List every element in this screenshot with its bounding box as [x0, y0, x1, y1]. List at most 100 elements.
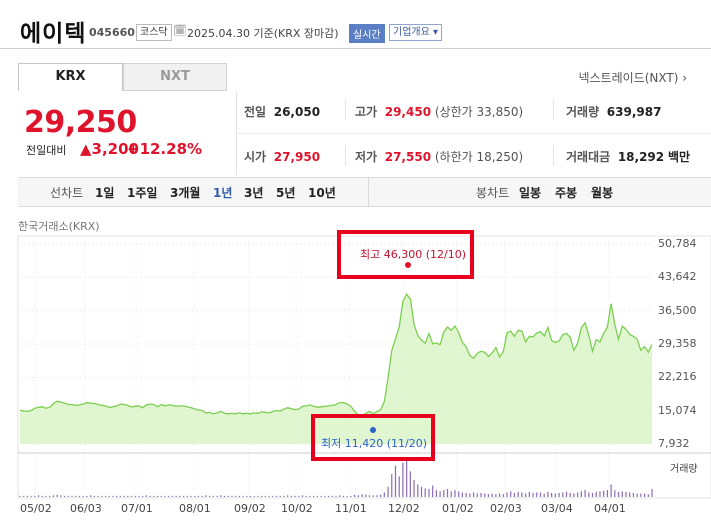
volume-bar — [346, 495, 348, 497]
volume-bar — [647, 494, 649, 497]
candle-daily[interactable]: 일봉 — [519, 186, 542, 200]
volume-bar — [465, 493, 467, 497]
volume-bar — [487, 494, 490, 497]
volume-bar — [539, 492, 542, 497]
volume-bar — [565, 491, 568, 497]
period-3y[interactable]: 3년 — [244, 186, 264, 200]
volume-bar — [82, 495, 84, 497]
up-arrow-icon: ▲ — [80, 140, 92, 158]
volume-bar — [264, 495, 266, 497]
volume-bar — [52, 495, 55, 497]
volume-bar — [528, 491, 530, 497]
volume-bar — [331, 495, 333, 497]
volume-bar — [376, 495, 378, 497]
volume-bar — [60, 495, 62, 497]
change-percent: +12.28% — [127, 140, 203, 158]
volume-bar — [498, 493, 501, 497]
volume-bar — [491, 493, 493, 497]
volume-bar — [361, 494, 363, 497]
live-badge[interactable]: 실시간 — [349, 24, 385, 43]
volume-bar — [357, 495, 359, 497]
volume-bar — [93, 495, 95, 497]
period-10y[interactable]: 10년 — [308, 186, 336, 200]
volume-bar — [484, 493, 486, 497]
volume-bar — [632, 493, 635, 497]
volume-bar — [261, 495, 263, 497]
volume-bar — [186, 495, 188, 497]
stat-low: 저가 27,550 (하한가 18,250) — [355, 148, 523, 165]
volume-bar — [56, 494, 58, 497]
volume-bar — [368, 495, 371, 497]
volume-bar — [227, 495, 229, 497]
candle-monthly[interactable]: 월봉 — [591, 186, 614, 200]
x-tick-label: 05/02 — [20, 502, 52, 515]
volume-bar — [104, 495, 107, 497]
volume-bar — [513, 493, 516, 497]
volume-bar — [558, 493, 560, 497]
volume-bar — [521, 492, 523, 497]
volume-bar — [417, 484, 419, 497]
volume-bar — [599, 491, 601, 497]
volume-bar — [101, 495, 103, 497]
volume-bar — [621, 491, 623, 497]
volume-bar — [406, 457, 408, 497]
volume-bar — [577, 492, 579, 497]
period-1d[interactable]: 1일 — [95, 186, 115, 200]
volume-bar — [235, 495, 237, 497]
volume-bar — [26, 495, 29, 497]
max-annotation-box — [337, 230, 474, 279]
company-name: 에이텍 — [20, 21, 87, 47]
candle-chart-label: 봉차트 — [476, 186, 510, 200]
company-info-button[interactable]: 기업개요 ▾ — [389, 24, 442, 41]
volume-bar — [179, 495, 181, 497]
volume-bar — [23, 495, 25, 497]
volume-bar — [391, 474, 393, 497]
volume-bar — [372, 495, 374, 497]
volume-bar — [428, 489, 430, 497]
volume-bar — [175, 495, 177, 497]
stat-value: 29,450 — [384, 105, 432, 119]
stat-value: 18,292 — [617, 150, 665, 164]
current-price: 29,250 — [24, 105, 137, 140]
period-1y[interactable]: 1년 — [213, 186, 233, 200]
tab-nxt[interactable]: NXT — [123, 63, 227, 91]
candle-weekly[interactable]: 주봉 — [555, 186, 578, 200]
stat-label: 저가 — [355, 150, 378, 164]
stat-unit: 백만 — [667, 150, 691, 164]
volume-bar — [573, 493, 575, 497]
min-price-label: 최저 11,420 (11/20) — [321, 437, 428, 450]
volume-bar — [272, 495, 274, 497]
volume-bar — [525, 493, 527, 497]
period-bar — [18, 177, 711, 207]
volume-bar — [551, 493, 553, 497]
volume-bar — [629, 492, 631, 497]
volume-bar — [78, 495, 81, 497]
volume-bar — [651, 489, 653, 497]
period-5y[interactable]: 5년 — [276, 186, 296, 200]
volume-bar — [164, 495, 166, 497]
volume-bar — [287, 495, 289, 497]
x-tick-label: 11/01 — [335, 502, 367, 515]
chart-frame — [17, 235, 711, 499]
period-1w[interactable]: 1주일 — [127, 186, 158, 200]
tab-krx[interactable]: KRX — [18, 63, 123, 91]
volume-bar — [290, 495, 292, 497]
x-tick-label: 01/02 — [442, 502, 474, 515]
volume-bar — [201, 495, 203, 497]
volume-bar — [383, 492, 385, 497]
stats-divider — [553, 145, 554, 165]
volume-bar — [443, 490, 445, 497]
stats-divider — [345, 100, 346, 120]
volume-bar — [580, 491, 582, 497]
volume-bar — [432, 485, 434, 497]
nextrade-link[interactable]: 넥스트레이드(NXT) › — [578, 71, 687, 85]
volume-bar — [67, 495, 69, 497]
y-tick-label: 43,642 — [658, 270, 697, 284]
stats-row-divider — [236, 133, 711, 134]
stats-divider — [553, 100, 554, 120]
volume-bar — [409, 471, 411, 497]
volume-bar — [97, 495, 99, 497]
stat-label: 전일 — [244, 105, 267, 119]
period-3m[interactable]: 3개월 — [170, 186, 201, 200]
